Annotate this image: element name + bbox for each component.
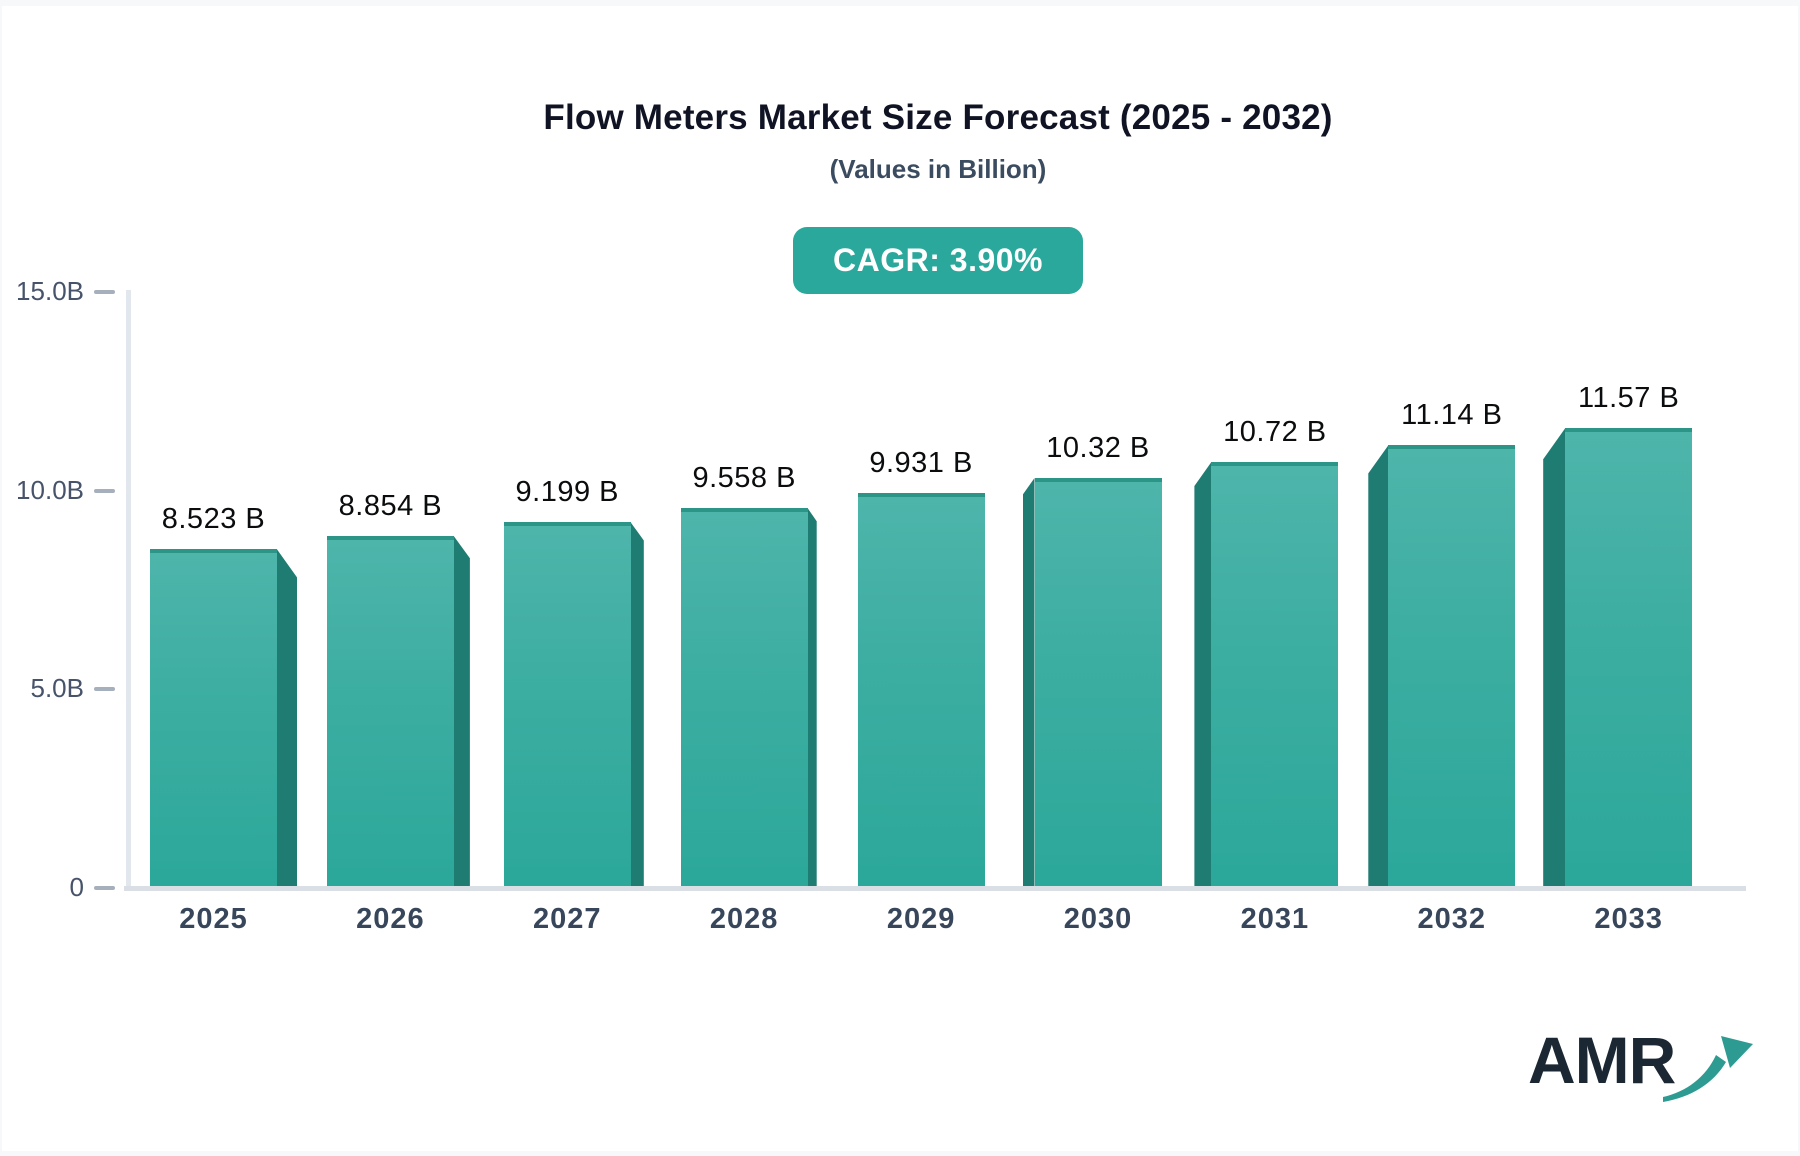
chart-subtitle: (Values in Billion) bbox=[829, 154, 1047, 184]
bar-2028 bbox=[680, 508, 808, 886]
amr-logo: AMR bbox=[1528, 1023, 1755, 1106]
page-edge-right bbox=[1798, 0, 1800, 1156]
y-axis-tick-label: 10.0B bbox=[16, 474, 84, 505]
bar-value-label: 10.32 B bbox=[1046, 431, 1150, 464]
bar-2026 bbox=[326, 536, 454, 886]
growth-arrow-icon bbox=[1663, 1036, 1754, 1102]
y-axis-tick-mark bbox=[94, 886, 115, 890]
bar-value-label: 11.14 B bbox=[1401, 399, 1503, 432]
amr-logo-text: AMR bbox=[1528, 1023, 1676, 1097]
bar-3d-side bbox=[1368, 445, 1389, 886]
bar-3d-side bbox=[1194, 462, 1212, 886]
bar-3d-side bbox=[1543, 428, 1566, 886]
x-axis-label-2027: 2027 bbox=[533, 903, 602, 935]
page-edge-left bbox=[0, 0, 2, 1156]
bar-2029 bbox=[857, 493, 985, 886]
x-axis-line bbox=[124, 886, 1746, 891]
x-axis-label-2025: 2025 bbox=[179, 903, 248, 935]
y-axis-tick-label: 15.0B bbox=[16, 276, 84, 306]
y-axis-tick-mark bbox=[94, 290, 115, 294]
chart-header: Flow Meters Market Size Forecast (2025 -… bbox=[76, 0, 1800, 294]
x-axis-label-2029: 2029 bbox=[886, 903, 956, 935]
x-axis-label-2033: 2033 bbox=[1594, 903, 1663, 935]
bar-value-label: 9.558 B bbox=[692, 462, 796, 495]
bar-3d-side bbox=[630, 522, 644, 886]
bar-2033 bbox=[1565, 428, 1693, 886]
bar-3d-side bbox=[807, 508, 817, 886]
bar-2031 bbox=[1211, 462, 1339, 886]
bar-2025 bbox=[150, 549, 277, 886]
bar-value-label: 9.931 B bbox=[869, 447, 973, 480]
bar-3d-side bbox=[453, 536, 470, 886]
y-axis-tick-label: 5.0B bbox=[30, 673, 85, 704]
bar-value-label: 11.57 B bbox=[1578, 382, 1680, 415]
x-axis-label-2031: 2031 bbox=[1240, 903, 1310, 935]
bar-value-label: 8.854 B bbox=[338, 490, 443, 523]
chart-title: Flow Meters Market Size Forecast (2025 -… bbox=[543, 98, 1333, 137]
page-edge-top bbox=[0, 0, 1800, 6]
bar-2030 bbox=[1034, 477, 1162, 886]
bar-value-label: 8.523 B bbox=[161, 503, 266, 536]
y-axis-tick-mark bbox=[94, 488, 115, 493]
y-axis-tick-label: 0 bbox=[69, 872, 84, 902]
bar-value-label: 9.199 B bbox=[515, 476, 620, 509]
x-axis-label-2030: 2030 bbox=[1063, 903, 1133, 935]
cagr-badge: CAGR: 3.90% bbox=[793, 227, 1083, 294]
page-edge-bottom bbox=[0, 1151, 1800, 1156]
x-axis-label-2026: 2026 bbox=[356, 903, 425, 935]
bar-3d-side bbox=[1022, 477, 1035, 886]
x-axis-label-2032: 2032 bbox=[1417, 903, 1487, 935]
x-axis-label-2028: 2028 bbox=[709, 903, 779, 935]
bar-2027 bbox=[503, 522, 631, 886]
bar-3d-side bbox=[277, 549, 297, 886]
y-axis-tick-mark bbox=[94, 687, 115, 692]
bar-value-label: 10.72 B bbox=[1223, 416, 1327, 449]
y-axis-line bbox=[126, 290, 131, 891]
bar-2032 bbox=[1388, 445, 1516, 886]
